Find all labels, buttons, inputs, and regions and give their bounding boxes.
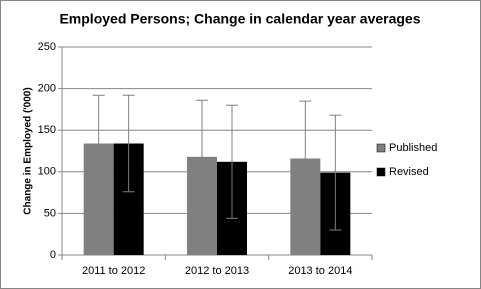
chart-title: Employed Persons; Change in calendar yea…: [59, 11, 420, 27]
y-tick-label: 150: [38, 124, 56, 136]
y-tick-label: 200: [38, 83, 56, 95]
legend-label: Revised: [389, 166, 429, 178]
y-axis-label: Change in Employed ('000): [23, 87, 34, 214]
y-tick-label: 250: [38, 41, 56, 53]
legend-swatch: [376, 143, 386, 153]
legend-label: Published: [389, 142, 437, 154]
y-tick-label: 0: [50, 249, 56, 261]
x-tick-label: 2011 to 2012: [82, 265, 145, 277]
y-tick-label: 100: [38, 166, 56, 178]
x-tick-label: 2013 to 2014: [288, 265, 352, 277]
y-tick-label: 50: [44, 207, 56, 219]
legend-swatch: [376, 167, 386, 177]
x-tick-label: 2012 to 2013: [185, 265, 249, 277]
